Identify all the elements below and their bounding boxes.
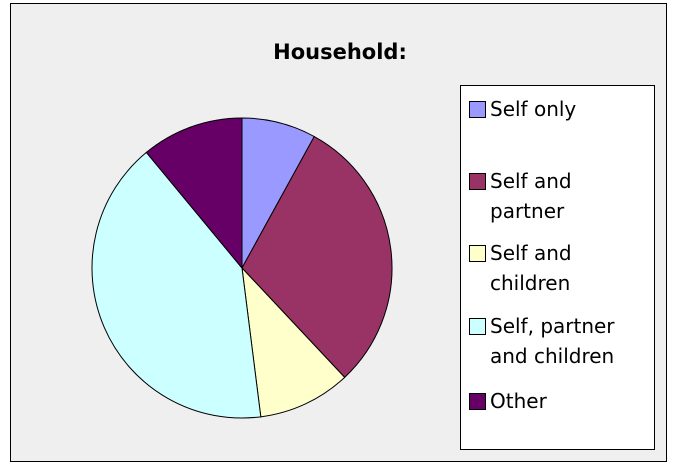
pie-slice (145, 117, 243, 270)
pie-slice (241, 266, 346, 418)
legend-item: Self and children (469, 238, 649, 298)
chart-title: Household: (273, 40, 407, 64)
legend-label: Self, partner and children (490, 314, 615, 368)
legend-item: Self and partner (469, 166, 649, 226)
legend-item: Self, partner and children (469, 311, 649, 371)
legend-swatch (469, 318, 486, 335)
legend: Self only Self and partner Self and childr… (460, 85, 655, 450)
legend-item: Self only (469, 94, 649, 124)
legend-swatch (469, 245, 486, 262)
legend-swatch (469, 101, 486, 118)
pie-slice (241, 135, 393, 379)
legend-swatch (469, 393, 486, 410)
legend-label: Other (490, 389, 547, 413)
pie-slice (91, 151, 262, 419)
legend-item: Other (469, 386, 649, 416)
legend-label: Self and partner (490, 169, 572, 223)
legend-swatch (469, 173, 486, 190)
legend-label: Self only (490, 97, 577, 121)
legend-label: Self and children (490, 241, 572, 295)
